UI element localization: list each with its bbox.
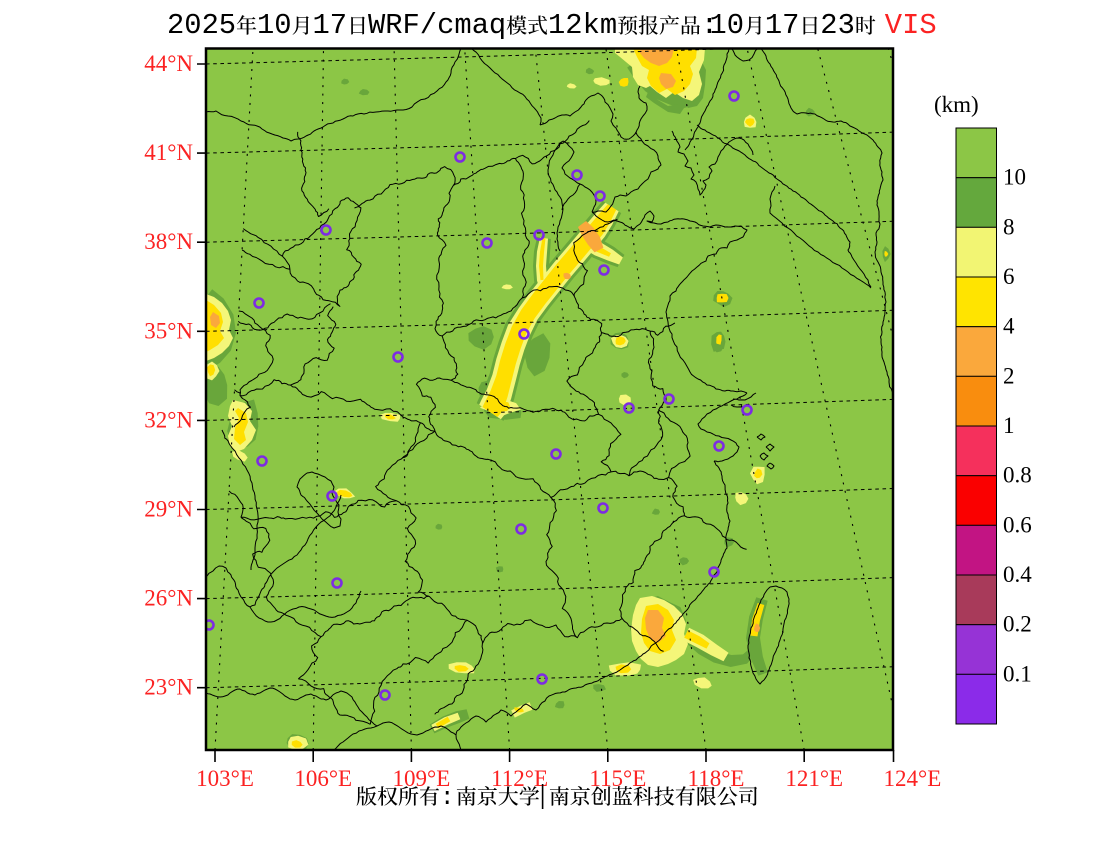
svg-text:7: 7	[330, 9, 347, 42]
svg-text:10: 10	[1003, 165, 1026, 190]
svg-text:/: /	[420, 9, 437, 42]
svg-text:103°E: 103°E	[196, 766, 254, 791]
svg-text:3: 3	[838, 9, 855, 42]
svg-text:0.1: 0.1	[1003, 661, 1032, 686]
svg-text:1: 1	[765, 9, 782, 42]
svg-text:115°E: 115°E	[589, 766, 646, 791]
svg-text:2: 2	[565, 9, 582, 42]
svg-text:1: 1	[548, 9, 565, 42]
svg-text:29°N: 29°N	[144, 497, 193, 522]
svg-text:112°E: 112°E	[491, 766, 548, 791]
svg-text:44°N: 44°N	[144, 51, 193, 76]
svg-text:109°E: 109°E	[393, 766, 451, 791]
svg-text:(km): (km)	[934, 92, 979, 117]
svg-text:8: 8	[1003, 214, 1015, 239]
svg-text:q: q	[489, 9, 506, 42]
svg-text:VIS: VIS	[885, 9, 937, 42]
svg-text:1: 1	[1003, 413, 1015, 438]
svg-text:2: 2	[1003, 363, 1015, 388]
svg-text:0: 0	[274, 9, 291, 42]
svg-text:35°N: 35°N	[144, 318, 193, 343]
svg-text:1: 1	[257, 9, 274, 42]
svg-text:6: 6	[1003, 264, 1015, 289]
svg-text:106°E: 106°E	[294, 766, 352, 791]
svg-text:23°N: 23°N	[144, 675, 193, 700]
svg-text:0: 0	[184, 9, 201, 42]
svg-text:118°E: 118°E	[688, 766, 745, 791]
svg-text:0.8: 0.8	[1003, 463, 1032, 488]
svg-text::: :	[440, 785, 454, 812]
svg-text:m: m	[600, 9, 617, 42]
svg-text:W: W	[368, 9, 386, 42]
svg-text:124°E: 124°E	[884, 766, 942, 791]
svg-text:38°N: 38°N	[144, 229, 193, 254]
svg-text:4: 4	[1003, 314, 1015, 339]
svg-text:c: c	[437, 9, 454, 42]
svg-text::: :	[701, 9, 718, 42]
svg-text:41°N: 41°N	[144, 140, 193, 165]
svg-text:m: m	[454, 9, 471, 42]
svg-text:R: R	[385, 9, 402, 42]
svg-text:a: a	[472, 9, 489, 42]
svg-text:k: k	[583, 9, 600, 42]
svg-text:0.2: 0.2	[1003, 612, 1032, 637]
svg-text:7: 7	[782, 9, 799, 42]
svg-text:1: 1	[709, 9, 726, 42]
svg-text:5: 5	[219, 9, 236, 42]
svg-text:2: 2	[820, 9, 837, 42]
svg-text:2: 2	[202, 9, 219, 42]
svg-text:26°N: 26°N	[144, 586, 193, 611]
svg-text:32°N: 32°N	[144, 407, 193, 432]
svg-text:F: F	[403, 9, 420, 42]
svg-text:2: 2	[167, 9, 184, 42]
svg-text:1: 1	[313, 9, 330, 42]
svg-text:121°E: 121°E	[785, 766, 843, 791]
svg-text:0.6: 0.6	[1003, 512, 1032, 537]
svg-text:0.4: 0.4	[1003, 562, 1032, 587]
svg-text:0: 0	[727, 9, 744, 42]
